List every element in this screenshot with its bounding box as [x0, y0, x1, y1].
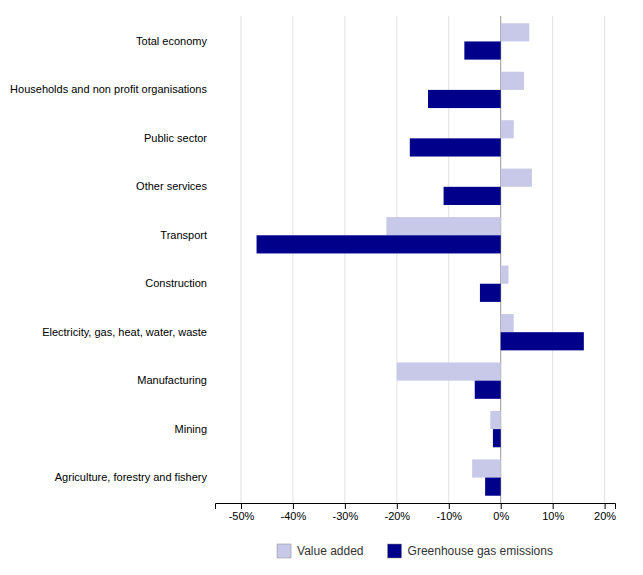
x-tick-mark	[605, 503, 606, 509]
x-tick-mark	[449, 503, 450, 509]
chart: -50% -40% -30% -20% -10% 0% 10% 20% Total econom…	[0, 0, 643, 575]
bar	[397, 362, 501, 380]
x-tick-label: -20%	[384, 510, 410, 522]
bar	[490, 411, 500, 429]
y-tick: Manufacturing	[137, 374, 207, 386]
grid-line	[344, 16, 345, 503]
bar	[410, 138, 501, 156]
grid-line	[604, 16, 605, 503]
y-tick: Households and non profit organisations	[10, 83, 207, 95]
y-tick-label: Total economy	[136, 35, 207, 47]
x-tick-mark	[397, 503, 398, 509]
legend-label: Value added	[297, 544, 364, 558]
x-tick: -40%	[281, 503, 307, 522]
x-tick-label: -30%	[333, 510, 359, 522]
x-tick-mark	[241, 503, 242, 509]
x-tick: 10%	[542, 503, 564, 522]
legend-label: Greenhouse gas emissions	[408, 544, 553, 558]
y-tick-label: Construction	[145, 277, 207, 289]
legend-swatch	[388, 544, 402, 558]
bar	[444, 187, 501, 205]
x-tick-mark	[345, 503, 346, 509]
x-tick: 20%	[594, 503, 616, 522]
y-tick: Construction	[145, 277, 207, 289]
y-tick-label: Manufacturing	[137, 374, 207, 386]
y-tick-label: Mining	[175, 423, 207, 435]
bar	[501, 169, 532, 187]
y-tick: Agriculture, forestry and fishery	[55, 471, 208, 483]
legend-swatch	[277, 544, 291, 558]
x-tick-mark	[501, 503, 502, 509]
x-axis-line	[216, 504, 616, 510]
grid	[241, 16, 605, 503]
x-tick-label: 20%	[594, 510, 616, 522]
x-axis: -50% -40% -30% -20% -10% 0% 10% 20%	[216, 503, 617, 522]
x-tick-label: -40%	[281, 510, 307, 522]
y-tick: Mining	[175, 423, 207, 435]
y-tick-label: Other services	[136, 180, 207, 192]
y-tick: Total economy	[136, 35, 207, 47]
bar	[501, 72, 524, 90]
y-tick-label: Agriculture, forestry and fishery	[55, 471, 208, 483]
bar	[472, 459, 501, 477]
bar	[493, 429, 501, 447]
bar	[501, 314, 514, 332]
y-tick: Transport	[160, 229, 207, 241]
x-tick: -30%	[333, 503, 359, 522]
bar	[501, 332, 584, 350]
bar	[501, 266, 509, 284]
x-tick-mark	[293, 503, 294, 509]
bar	[386, 217, 500, 235]
x-tick: -50%	[229, 503, 255, 522]
y-tick-label: Households and non profit organisations	[10, 83, 207, 95]
y-tick-label: Public sector	[144, 132, 207, 144]
bar	[475, 381, 501, 399]
legend-item: Greenhouse gas emissions	[388, 544, 553, 558]
x-tick-label: -50%	[229, 510, 255, 522]
bar	[464, 41, 500, 59]
grid-line	[396, 16, 397, 503]
bar	[501, 23, 530, 41]
x-tick: 0%	[493, 503, 509, 522]
bars	[257, 23, 584, 495]
y-tick-label: Transport	[160, 229, 207, 241]
y-axis: Total economy Households and non profit o…	[10, 35, 207, 483]
y-tick: Electricity, gas, heat, water, waste	[42, 326, 207, 338]
bar	[485, 478, 501, 496]
grid-line	[240, 16, 241, 503]
bar	[257, 235, 501, 253]
y-tick: Public sector	[144, 132, 207, 144]
legend-item: Value added	[277, 544, 364, 558]
grid-line	[292, 16, 293, 503]
x-tick-label: 10%	[542, 510, 564, 522]
x-tick-label: 0%	[493, 510, 509, 522]
grid-line	[448, 16, 449, 503]
x-tick-mark	[553, 503, 554, 509]
bar	[480, 284, 501, 302]
grid-line	[552, 16, 553, 503]
bar	[501, 120, 514, 138]
legend: Value added Greenhouse gas emissions	[277, 544, 553, 558]
x-tick: -20%	[384, 503, 410, 522]
y-tick-label: Electricity, gas, heat, water, waste	[42, 326, 207, 338]
y-tick: Other services	[136, 180, 207, 192]
x-tick-label: -10%	[436, 510, 462, 522]
bar	[428, 90, 501, 108]
x-tick: -10%	[436, 503, 462, 522]
